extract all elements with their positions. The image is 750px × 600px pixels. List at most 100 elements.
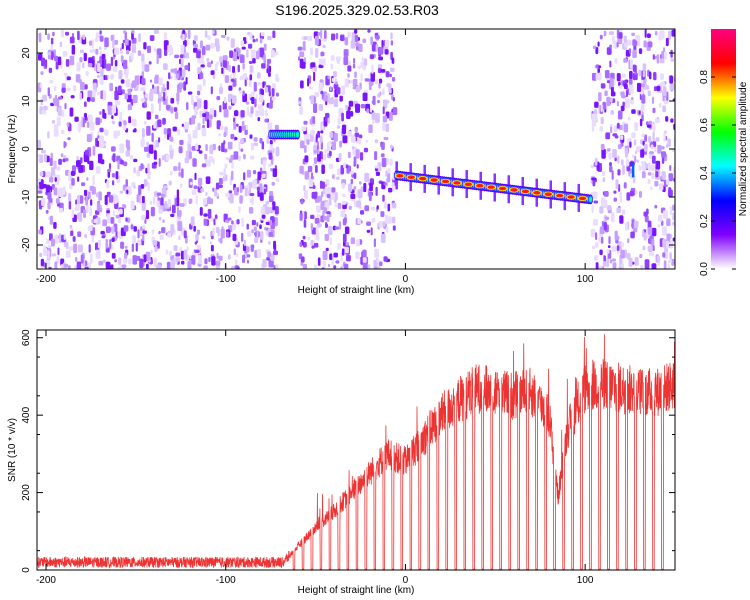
noise-speck: [151, 229, 155, 235]
noise-speck: [170, 68, 175, 73]
noise-speck: [318, 64, 324, 69]
noise-speck: [82, 62, 85, 69]
noise-speck: [202, 78, 206, 87]
noise-speck: [304, 145, 307, 153]
noise-speck: [50, 44, 53, 51]
noise-speck: [651, 263, 657, 269]
noise-speck: [47, 192, 52, 200]
noise-speck: [307, 165, 313, 173]
noise-speck: [320, 90, 324, 95]
y-tick-label: 400: [21, 406, 32, 423]
noise-speck: [373, 259, 378, 269]
noise-speck: [118, 208, 123, 215]
noise-speck: [668, 187, 672, 195]
noise-speck: [90, 199, 93, 206]
noise-speck: [314, 92, 320, 97]
noise-speck: [383, 127, 387, 131]
noise-speck: [624, 98, 630, 109]
noise-speck: [91, 89, 96, 98]
noise-speck: [268, 102, 273, 109]
noise-speck: [203, 265, 208, 269]
noise-speck: [323, 153, 327, 161]
noise-speck: [384, 49, 389, 55]
noise-speck: [388, 187, 393, 193]
noise-speck: [38, 32, 42, 43]
noise-speck: [117, 266, 123, 269]
noise-speck: [147, 181, 150, 192]
noise-speck: [124, 38, 129, 47]
noise-speck: [599, 206, 604, 214]
noise-speck: [314, 157, 318, 164]
noise-speck: [326, 193, 331, 199]
noise-speck: [262, 258, 267, 268]
noise-speck: [202, 113, 207, 118]
noise-speck: [160, 197, 164, 206]
noise-speck: [163, 63, 168, 70]
noise-speck: [303, 120, 308, 125]
x-tick-label: 100: [577, 274, 594, 285]
noise-speck: [165, 104, 170, 110]
noise-speck: [616, 42, 619, 48]
noise-speck: [200, 188, 205, 193]
noise-speck: [216, 95, 221, 101]
noise-speck: [187, 146, 192, 153]
noise-speck: [175, 73, 180, 79]
noise-speck: [133, 158, 138, 163]
noise-speck: [198, 183, 201, 188]
noise-speck: [608, 236, 611, 245]
signal-peak: [499, 186, 507, 191]
x-tick-label: -100: [216, 274, 236, 285]
noise-speck: [188, 136, 192, 145]
noise-speck: [382, 115, 388, 123]
noise-speck: [177, 221, 183, 232]
noise-speck: [244, 188, 248, 197]
noise-speck: [190, 216, 195, 226]
noise-speck: [138, 185, 142, 195]
noise-speck: [377, 93, 381, 98]
noise-speck: [357, 218, 362, 225]
noise-speck: [666, 218, 671, 227]
noise-speck: [49, 157, 53, 167]
noise-speck: [650, 186, 653, 191]
noise-speck: [232, 223, 236, 231]
noise-speck: [643, 232, 647, 241]
noise-speck: [329, 131, 333, 139]
noise-speck: [322, 44, 326, 49]
noise-speck: [381, 40, 384, 49]
noise-speck: [161, 86, 164, 94]
noise-speck: [163, 91, 166, 102]
noise-speck: [603, 222, 607, 231]
noise-speck: [90, 253, 93, 264]
noise-speck: [49, 215, 54, 225]
noise-speck: [75, 160, 81, 168]
noise-speck: [161, 155, 165, 161]
noise-speck: [391, 182, 395, 192]
noise-speck: [145, 263, 149, 269]
noise-speck: [207, 208, 212, 219]
noise-speck: [638, 165, 642, 171]
noise-speck: [89, 206, 92, 217]
noise-speck: [253, 81, 257, 92]
noise-speck: [621, 73, 627, 78]
noise-speck: [303, 36, 308, 41]
noise-speck: [623, 58, 628, 63]
noise-speck: [612, 262, 617, 269]
noise-speck: [609, 60, 612, 68]
noise-speck: [122, 258, 128, 264]
noise-speck: [128, 258, 132, 265]
noise-speck: [204, 159, 210, 164]
noise-speck: [224, 75, 229, 83]
noise-speck: [50, 37, 54, 45]
noise-speck: [314, 264, 317, 269]
noise-speck: [78, 125, 81, 133]
noise-speck: [51, 120, 56, 124]
noise-speck: [666, 143, 669, 148]
noise-speck: [268, 195, 274, 203]
noise-speck: [195, 233, 199, 241]
noise-speck: [170, 213, 175, 217]
noise-speck: [302, 40, 306, 51]
noise-speck: [219, 237, 223, 244]
noise-speck: [606, 249, 610, 254]
noise-speck: [131, 243, 135, 253]
noise-speck: [619, 215, 624, 224]
